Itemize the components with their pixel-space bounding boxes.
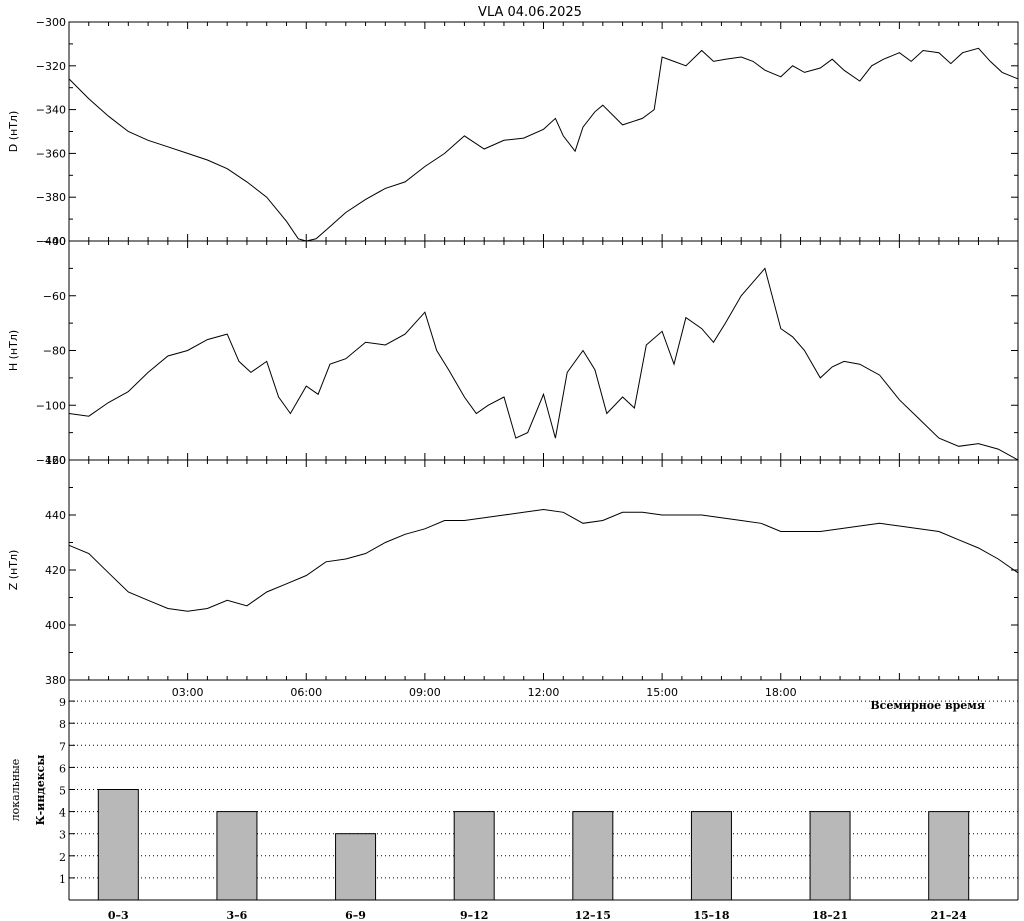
k-index-bar [335,833,377,901]
plot-frame [68,21,1019,242]
y-tick-label: −320 [36,60,66,73]
y-tick-label: 7 [59,740,66,753]
x-tick-label: 3–6 [227,909,248,921]
series-line [68,267,1019,461]
y-tick-label: −380 [36,191,66,204]
x-tick-label: 06:00 [290,686,322,699]
d-component-panel: −300 −320 −340 −360 −380 −400 D (нТл) [7,16,1019,248]
y-tick-label: 460 [45,454,66,467]
h-component-panel: −40 −60 −80 −100 −120 H (нТл) [7,235,1019,467]
y-tick-label: −300 [36,16,66,29]
z-component-panel: 460 440 420 400 380 Z (нТл) 03:00 06:00 09:00 12:… [7,454,1019,712]
y-tick-label: −360 [36,147,66,160]
x-tick-label: 18:00 [765,686,797,699]
k-index-panel: 1 2 3 4 5 6 7 8 9 0–3 3–6 6–9 9–12 12–15 15–18 18–21 21–… [9,680,1019,921]
y-tick-label: −40 [43,235,66,248]
series-line [68,508,1019,612]
y-tick-label: 4 [59,807,66,820]
y-axis-label: H (нТл) [7,330,20,371]
y-tick-label: −120 [36,454,66,467]
k-index-bar [97,789,139,901]
x-tick-label: 21–24 [931,909,967,921]
y-tick-label: −400 [36,235,66,248]
y-tick-label: 3 [59,829,66,842]
x-tick-label: 18–21 [812,909,848,921]
k-index-bar [453,811,495,901]
y-tick-label: 420 [45,564,66,577]
plot-frame [68,240,1019,461]
y-axis-label: локальные [9,759,22,822]
y-tick-label: 6 [59,762,66,775]
y-axis-label: Z (нТл) [7,550,20,591]
x-axis-label: Всемирное время [870,699,985,712]
x-tick-label: 6–9 [345,909,366,921]
y-tick-label: −100 [36,399,66,412]
k-index-bar [690,811,732,901]
y-tick-label: 440 [45,509,66,522]
y-tick-label: 5 [59,785,66,798]
x-tick-label: 15:00 [646,686,678,699]
k-index-bar [216,811,258,901]
x-tick-label: 15–18 [693,909,729,921]
plot-frame [68,459,1019,681]
chart-title: VLA 04.06.2025 [478,5,582,20]
y-tick-label: −80 [43,345,66,358]
y-tick-label: 8 [59,718,66,731]
y-tick-label: −340 [36,104,66,117]
x-tick-label: 0–3 [108,909,129,921]
x-tick-label: 12–15 [575,909,611,921]
k-index-bar [809,811,851,901]
y-axis-label: D (нТл) [7,111,20,153]
x-tick-label: 12:00 [528,686,560,699]
y-tick-label: 2 [59,851,66,864]
y-tick-label: 9 [59,696,66,709]
x-tick-label: 9–12 [460,909,488,921]
y-axis-label: К-индексы [34,755,47,826]
y-tick-label: 400 [45,619,66,632]
x-tick-label: 09:00 [409,686,441,699]
series-line [68,47,1019,242]
y-tick-label: 380 [45,674,66,687]
x-tick-label: 03:00 [172,686,204,699]
k-index-bar [928,811,970,901]
y-tick-label: 1 [59,873,66,886]
y-tick-label: −60 [43,290,66,303]
k-index-bar [572,811,614,901]
